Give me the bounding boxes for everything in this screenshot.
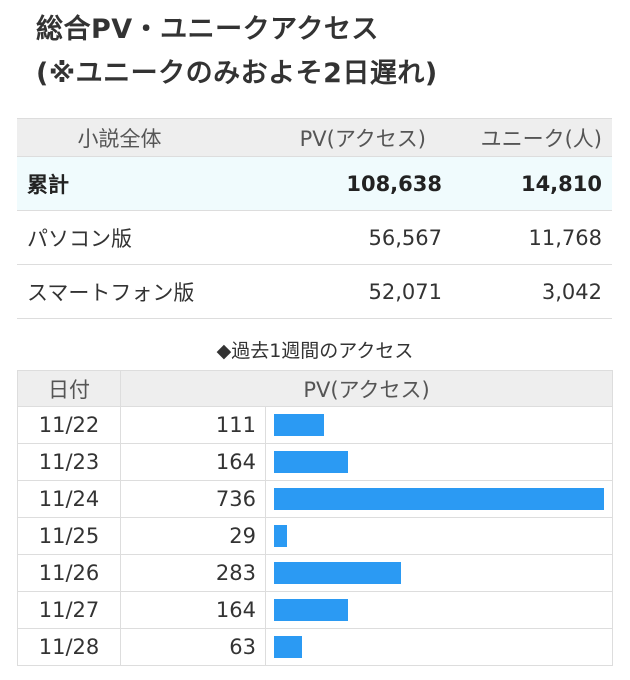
summary-row-label: スマートフォン版 bbox=[17, 264, 222, 319]
weekly-table: 日付 PV(アクセス) 11/22 111 11/23 164 11/24 73… bbox=[17, 370, 613, 666]
summary-row-total: 累計 108,638 14,810 bbox=[17, 156, 612, 211]
weekly-row-pv: 164 bbox=[120, 591, 266, 629]
summary-header-unique: ユニーク(人) bbox=[442, 118, 612, 157]
pv-bar bbox=[274, 525, 287, 547]
weekly-row: 11/28 63 bbox=[17, 628, 613, 666]
weekly-row-date: 11/28 bbox=[17, 628, 121, 666]
pv-bar bbox=[274, 562, 401, 584]
pv-bar bbox=[274, 451, 348, 473]
weekly-row-bar-cell bbox=[265, 443, 613, 481]
pv-bar bbox=[274, 636, 302, 658]
page-title-line2: (※ユニークのみおよそ2日遅れ) bbox=[36, 58, 438, 89]
weekly-row: 11/24 736 bbox=[17, 480, 613, 518]
weekly-row-pv: 111 bbox=[120, 406, 266, 444]
weekly-header-pv: PV(アクセス) bbox=[120, 370, 613, 407]
weekly-row: 11/27 164 bbox=[17, 591, 613, 629]
weekly-row-pv: 736 bbox=[120, 480, 266, 518]
weekly-row-date: 11/24 bbox=[17, 480, 121, 518]
summary-row-unique: 11,768 bbox=[442, 210, 612, 265]
summary-header-pv: PV(アクセス) bbox=[222, 118, 442, 157]
weekly-row-date: 11/25 bbox=[17, 517, 121, 555]
summary-row-unique: 3,042 bbox=[442, 264, 612, 319]
summary-header-scope: 小説全体 bbox=[17, 118, 222, 157]
summary-row-pc: パソコン版 56,567 11,768 bbox=[17, 210, 612, 265]
summary-row-label: パソコン版 bbox=[17, 210, 222, 265]
weekly-row-pv: 63 bbox=[120, 628, 266, 666]
weekly-row-bar-cell bbox=[265, 591, 613, 629]
pv-bar bbox=[274, 414, 324, 436]
summary-row-unique: 14,810 bbox=[442, 156, 612, 211]
weekly-row-date: 11/26 bbox=[17, 554, 121, 592]
summary-table: 小説全体 PV(アクセス) ユニーク(人) 累計 108,638 14,810 … bbox=[17, 118, 612, 319]
summary-row-smartphone: スマートフォン版 52,071 3,042 bbox=[17, 264, 612, 319]
pv-bar bbox=[274, 599, 348, 621]
weekly-heading: ◆過去1週間のアクセス bbox=[216, 340, 414, 362]
summary-row-pv: 108,638 bbox=[222, 156, 442, 211]
weekly-row: 11/26 283 bbox=[17, 554, 613, 592]
weekly-row-pv: 164 bbox=[120, 443, 266, 481]
weekly-row-date: 11/23 bbox=[17, 443, 121, 481]
weekly-header-row: 日付 PV(アクセス) bbox=[17, 370, 613, 407]
summary-row-label: 累計 bbox=[17, 156, 222, 211]
pv-bar bbox=[274, 488, 604, 510]
weekly-row-bar-cell bbox=[265, 554, 613, 592]
weekly-row-date: 11/27 bbox=[17, 591, 121, 629]
weekly-row-pv: 29 bbox=[120, 517, 266, 555]
summary-header-row: 小説全体 PV(アクセス) ユニーク(人) bbox=[17, 118, 612, 157]
weekly-header-date: 日付 bbox=[17, 370, 121, 407]
weekly-row: 11/23 164 bbox=[17, 443, 613, 481]
weekly-row-bar-cell bbox=[265, 406, 613, 444]
weekly-row-pv: 283 bbox=[120, 554, 266, 592]
summary-row-pv: 56,567 bbox=[222, 210, 442, 265]
weekly-row: 11/22 111 bbox=[17, 406, 613, 444]
summary-row-pv: 52,071 bbox=[222, 264, 442, 319]
page-title-line1: 総合PV・ユニークアクセス bbox=[36, 14, 379, 45]
weekly-row-date: 11/22 bbox=[17, 406, 121, 444]
weekly-row-bar-cell bbox=[265, 628, 613, 666]
weekly-row-bar-cell bbox=[265, 517, 613, 555]
weekly-row: 11/25 29 bbox=[17, 517, 613, 555]
page-title: 総合PV・ユニークアクセス (※ユニークのみおよそ2日遅れ) bbox=[36, 8, 438, 96]
weekly-row-bar-cell bbox=[265, 480, 613, 518]
